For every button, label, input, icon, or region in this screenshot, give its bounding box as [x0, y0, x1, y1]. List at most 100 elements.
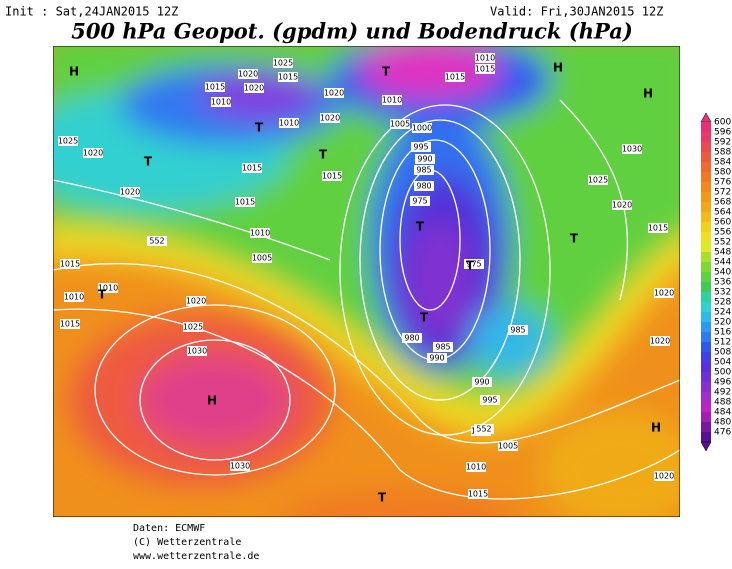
colorbar-label: 548	[714, 248, 731, 258]
colorbar-swatch	[701, 202, 711, 213]
colorbar-label: 572	[714, 188, 731, 198]
colorbar-swatch	[701, 222, 711, 233]
colorbar-swatch	[701, 412, 711, 423]
isobar-label: 1025	[183, 323, 203, 332]
colorbar-swatch	[701, 362, 711, 373]
pressure-center: H	[651, 421, 661, 435]
isobar-label: 985	[416, 166, 431, 175]
pressure-center: T	[378, 491, 387, 505]
colorbar-swatch	[701, 302, 711, 313]
isobar-label-bg	[390, 119, 410, 129]
isobar-label-bg	[64, 292, 84, 302]
colorbar-swatch	[701, 262, 711, 273]
isobar-label: 552	[149, 237, 164, 246]
isobar-label: 1020	[612, 201, 632, 210]
colorbar-label: 552	[714, 238, 731, 248]
colorbar-cap	[700, 112, 712, 123]
colorbar-swatch	[701, 312, 711, 323]
footer-copyright: (C) Wetterzentrale	[133, 537, 241, 548]
colorbar-label: 556	[714, 228, 731, 238]
valid-time: Valid: Fri,30JAN2015 12Z	[490, 5, 663, 19]
colorbar-cap	[700, 441, 712, 452]
colorbar-swatch	[701, 252, 711, 263]
isobar-label-bg	[324, 88, 344, 98]
colorbar-label: 588	[714, 148, 731, 158]
colorbar-label: 564	[714, 208, 731, 218]
colorbar-label: 580	[714, 168, 731, 178]
colorbar-label: 496	[714, 378, 731, 388]
colorbar-swatch	[701, 292, 711, 303]
isobar-label: 1015	[235, 198, 255, 207]
colorbar-label: 592	[714, 138, 731, 148]
isobar-label-bg	[622, 144, 642, 154]
colorbar-label: 544	[714, 258, 731, 268]
isobar-label-bg	[433, 342, 453, 352]
colorbar-label: 528	[714, 298, 731, 308]
isobar-label-bg	[650, 336, 670, 346]
isobar-label: 1015	[475, 65, 495, 74]
isobar-label: 980	[404, 334, 419, 343]
colorbar-label: 480	[714, 418, 731, 428]
isobar-label: 1005	[252, 254, 272, 263]
isobar-label: 1025	[58, 137, 78, 146]
isobar-label: 1015	[60, 320, 80, 329]
colorbar-label: 524	[714, 308, 731, 318]
isobar-label-bg	[654, 288, 674, 298]
isobar-label-bg	[278, 72, 298, 82]
isobar-label: 1015	[468, 490, 488, 499]
isobar-label-bg	[415, 154, 435, 164]
isobar-label-bg	[238, 69, 258, 79]
isobar-label-bg	[382, 95, 402, 105]
isobar-label: 1015	[242, 164, 262, 173]
colorbar-swatch	[701, 342, 711, 353]
colorbar-label: 540	[714, 268, 731, 278]
isobar-label: 1015	[205, 83, 225, 92]
isobar-label-bg	[474, 424, 494, 434]
isobar-label-bg	[588, 175, 608, 185]
isobar-label-bg	[60, 259, 80, 269]
isobar-label: 1020	[320, 114, 340, 123]
isobar-label-bg	[402, 333, 422, 343]
isobar-label: 1005	[498, 442, 518, 451]
isobar-label: 985	[435, 343, 450, 352]
isobar-label: 1020	[244, 84, 264, 93]
isobar-label-bg	[466, 462, 486, 472]
isobar-label: 1020	[83, 149, 103, 158]
isobar-label-bg	[654, 471, 674, 481]
colorbar-swatch	[701, 352, 711, 363]
isobar-label-bg	[244, 83, 264, 93]
colorbar-label: 500	[714, 368, 731, 378]
isobar-label: 1025	[273, 59, 293, 68]
isobar-label: 1020	[120, 188, 140, 197]
isobar-label-bg	[414, 165, 434, 175]
isobar-label: 1010	[211, 98, 231, 107]
colorbar-swatch	[701, 212, 711, 223]
isobar-label: 1015	[648, 224, 668, 233]
isobar-label-bg	[186, 296, 206, 306]
isobar-label-bg	[250, 228, 270, 238]
isobar-label-bg	[252, 253, 272, 263]
isobar-label: 1010	[64, 293, 84, 302]
isobar-label-bg	[83, 148, 103, 158]
isobar-label: 1025	[588, 176, 608, 185]
isobar-label-bg	[480, 395, 500, 405]
pressure-center: H	[207, 394, 217, 408]
isobar-label-bg	[205, 82, 225, 92]
colorbar-swatch	[701, 382, 711, 393]
colorbar-label: 476	[714, 428, 731, 438]
isobar-label: 1020	[654, 472, 674, 481]
isobar-label: 985	[510, 326, 525, 335]
pressure-center: T	[416, 220, 425, 234]
colorbar-label: 596	[714, 128, 731, 138]
isobar-label-bg	[60, 319, 80, 329]
isobar-label-bg	[187, 346, 207, 356]
colorbar-swatch	[701, 132, 711, 143]
isobar-label-bg	[147, 236, 167, 246]
pressure-center: T	[255, 121, 264, 135]
isobar-label: 1010	[466, 463, 486, 472]
colorbar-label: 488	[714, 398, 731, 408]
map-title: 500 hPa Geopot. (gpdm) und Bodendruck (h…	[71, 19, 633, 44]
isobar-label: 1015	[322, 172, 342, 181]
isobar-label: 1030	[187, 347, 207, 356]
isobar-label-bg	[475, 64, 495, 74]
